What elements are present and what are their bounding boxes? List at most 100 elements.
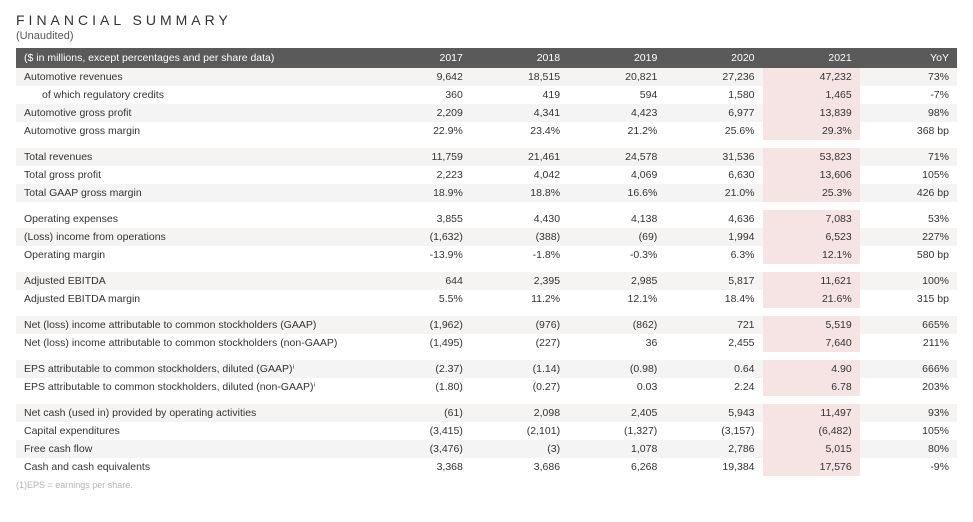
spacer-row: [16, 140, 957, 148]
cell: 18.4%: [665, 290, 762, 308]
cell: 203%: [860, 378, 957, 396]
cell: 594: [568, 86, 665, 104]
col-header: 2017: [374, 48, 471, 68]
cell: (6,482): [763, 422, 860, 440]
col-header: 2021: [763, 48, 860, 68]
cell: 25.3%: [763, 184, 860, 202]
cell: (2,101): [471, 422, 568, 440]
table-header-row: ($ in millions, except percentages and p…: [16, 48, 957, 68]
cell: 5,943: [665, 404, 762, 422]
row-label: of which regulatory credits: [16, 86, 374, 104]
table-row: Total GAAP gross margin18.9%18.8%16.6%21…: [16, 184, 957, 202]
table-row: of which regulatory credits3604195941,58…: [16, 86, 957, 104]
cell: 6.78: [763, 378, 860, 396]
cell: 21.0%: [665, 184, 762, 202]
cell: (3,157): [665, 422, 762, 440]
cell: 5.5%: [374, 290, 471, 308]
cell: 21,461: [471, 148, 568, 166]
header-note: ($ in millions, except percentages and p…: [16, 48, 374, 68]
row-label: Free cash flow: [16, 440, 374, 458]
cell: (1.80): [374, 378, 471, 396]
table-row: (Loss) income from operations(1,632)(388…: [16, 228, 957, 246]
cell: 2,786: [665, 440, 762, 458]
table-row: Automotive revenues9,64218,51520,82127,2…: [16, 68, 957, 86]
cell: 105%: [860, 166, 957, 184]
cell: 53%: [860, 210, 957, 228]
row-label: Net cash (used in) provided by operating…: [16, 404, 374, 422]
col-header: YoY: [860, 48, 957, 68]
cell: 3,686: [471, 458, 568, 476]
cell: 9,642: [374, 68, 471, 86]
table-row: Cash and cash equivalents3,3683,6866,268…: [16, 458, 957, 476]
cell: 2,209: [374, 104, 471, 122]
cell: (61): [374, 404, 471, 422]
cell: 2,985: [568, 272, 665, 290]
table-row: Adjusted EBITDA6442,3952,9855,81711,6211…: [16, 272, 957, 290]
page-subtitle: (Unaudited): [16, 30, 957, 42]
table-row: Total gross profit2,2234,0424,0696,63013…: [16, 166, 957, 184]
cell: 419: [471, 86, 568, 104]
cell: 315 bp: [860, 290, 957, 308]
row-label: Automotive revenues: [16, 68, 374, 86]
cell: 16.6%: [568, 184, 665, 202]
row-label: Net (loss) income attributable to common…: [16, 316, 374, 334]
cell: 21.2%: [568, 122, 665, 140]
col-header: 2019: [568, 48, 665, 68]
cell: 31,536: [665, 148, 762, 166]
cell: 1,465: [763, 86, 860, 104]
spacer-row: [16, 264, 957, 272]
cell: 580 bp: [860, 246, 957, 264]
cell: 2.24: [665, 378, 762, 396]
cell: (1,327): [568, 422, 665, 440]
row-label: Adjusted EBITDA: [16, 272, 374, 290]
page-title: FINANCIAL SUMMARY: [16, 12, 957, 28]
cell: 29.3%: [763, 122, 860, 140]
cell: 13,606: [763, 166, 860, 184]
cell: 5,817: [665, 272, 762, 290]
cell: 4,138: [568, 210, 665, 228]
cell: 12.1%: [763, 246, 860, 264]
cell: 644: [374, 272, 471, 290]
cell: (3): [471, 440, 568, 458]
cell: (0.98): [568, 360, 665, 378]
row-label: (Loss) income from operations: [16, 228, 374, 246]
cell: 4,341: [471, 104, 568, 122]
cell: 23.4%: [471, 122, 568, 140]
cell: 665%: [860, 316, 957, 334]
cell: 426 bp: [860, 184, 957, 202]
cell: 11,621: [763, 272, 860, 290]
cell: 2,455: [665, 334, 762, 352]
cell: (0.27): [471, 378, 568, 396]
cell: 368 bp: [860, 122, 957, 140]
cell: (388): [471, 228, 568, 246]
cell: 4,423: [568, 104, 665, 122]
table-row: Total revenues11,75921,46124,57831,53653…: [16, 148, 957, 166]
cell: (1,632): [374, 228, 471, 246]
cell: 11,497: [763, 404, 860, 422]
table-row: Free cash flow(3,476)(3)1,0782,7865,0158…: [16, 440, 957, 458]
cell: 2,395: [471, 272, 568, 290]
cell: 11.2%: [471, 290, 568, 308]
cell: 6,268: [568, 458, 665, 476]
row-label: Operating expenses: [16, 210, 374, 228]
cell: (976): [471, 316, 568, 334]
spacer-row: [16, 396, 957, 404]
cell: 5,015: [763, 440, 860, 458]
cell: (1,962): [374, 316, 471, 334]
cell: 18,515: [471, 68, 568, 86]
cell: -13.9%: [374, 246, 471, 264]
cell: 6,630: [665, 166, 762, 184]
cell: 4.90: [763, 360, 860, 378]
cell: 93%: [860, 404, 957, 422]
table-row: Net (loss) income attributable to common…: [16, 334, 957, 352]
cell: 6,977: [665, 104, 762, 122]
cell: 666%: [860, 360, 957, 378]
cell: -0.3%: [568, 246, 665, 264]
row-label: Adjusted EBITDA margin: [16, 290, 374, 308]
cell: 105%: [860, 422, 957, 440]
cell: 3,855: [374, 210, 471, 228]
cell: 4,430: [471, 210, 568, 228]
row-label: Automotive gross profit: [16, 104, 374, 122]
table-row: Automotive gross margin22.9%23.4%21.2%25…: [16, 122, 957, 140]
cell: 7,083: [763, 210, 860, 228]
